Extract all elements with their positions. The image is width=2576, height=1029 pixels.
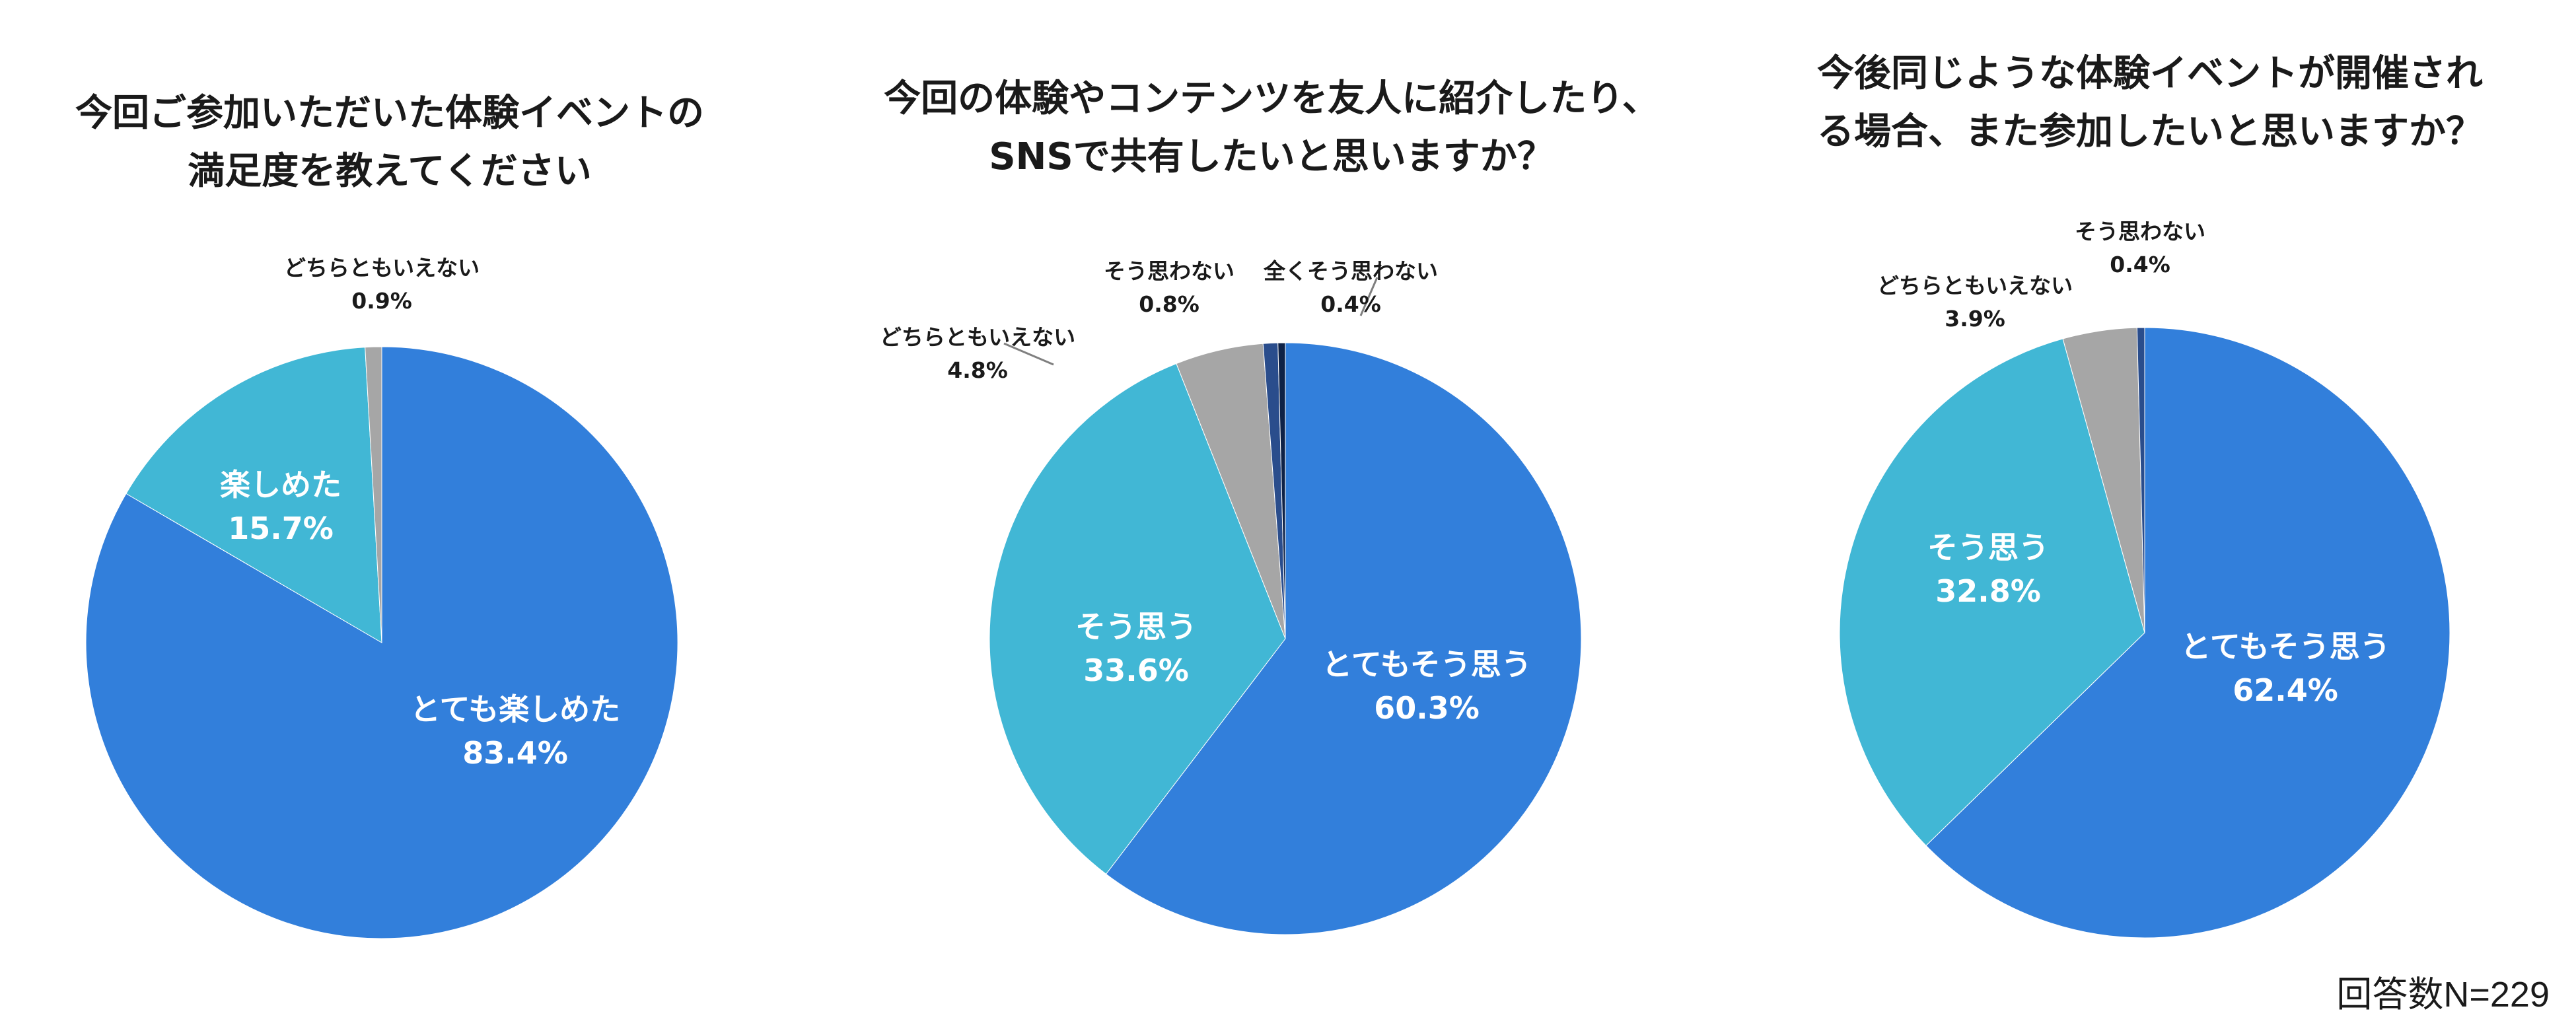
slice-value: 0.4% (2110, 252, 2170, 277)
chart-title-recommend: 今回の体験やコンテンツを友人に紹介したり、 SNSで共有したいと思いますか？ (884, 70, 1659, 186)
slice-label: そう思わない (2075, 219, 2205, 244)
pie-slice (125, 347, 382, 643)
pie-slice (2136, 327, 2145, 633)
chart-title-revisit: 今後同じような体験イベントが開催され る場合、また参加したいと思いますか？ (1817, 45, 2483, 161)
slice-value: 33.6% (1083, 653, 1189, 688)
leader-line (1359, 277, 1378, 316)
chart-title-line: 今後同じような体験イベントが開催され (1817, 52, 2483, 95)
pie-slice (1925, 327, 2451, 939)
chart-title-line: 今回の体験やコンテンツを友人に紹介したり、 (884, 77, 1659, 120)
pie-chart-0: とても楽しめた 83.4% 楽しめた 15.7% どちらともいえない 0.9% (85, 255, 678, 939)
slice-value: 83.4% (462, 735, 568, 771)
slice-value: 32.8% (1935, 573, 2041, 609)
slice-label: 楽しめた (220, 467, 341, 503)
slice-label: 全くそう思わない (1263, 258, 1438, 284)
chart-title-line: 満足度を教えてください (188, 150, 592, 193)
slice-value: 3.9% (1945, 306, 2005, 332)
slice-label: とてもそう思う (2180, 629, 2390, 664)
pie-slice (989, 363, 1286, 875)
slice-value: 0.4% (1320, 291, 1381, 317)
leader-line (1003, 342, 1054, 366)
pie-slice (1839, 338, 2145, 846)
slice-value: 0.9% (351, 288, 412, 314)
slice-label: そう思う (1075, 609, 1197, 645)
slice-label: そう思わない (1104, 258, 1234, 284)
chart-title-satisfaction: 今回ご参加いただいた体験イベントの 満足度を教えてください (75, 85, 704, 201)
chart-title-line: 今回ご参加いただいた体験イベントの (75, 92, 704, 135)
slice-label: どちらともいえない (284, 255, 480, 281)
slice-value: 4.8% (947, 357, 1008, 383)
slice-value: 0.8% (1139, 291, 1199, 317)
slice-value: 60.3% (1374, 690, 1480, 726)
slice-label: そう思う (1927, 530, 2049, 565)
slice-value: 62.4% (2233, 672, 2338, 708)
pie-slice (1105, 342, 1582, 935)
slice-label: とても楽しめた (410, 692, 620, 727)
slice-label: どちらともいえない (880, 324, 1075, 350)
slice-label: どちらともいえない (1877, 273, 2073, 299)
pie-chart-2: とてもそう思う 62.4% そう思う 32.8% どちらともいえない 3.9% そう思わない… (1839, 219, 2451, 939)
slice-label: とてもそう思う (1322, 647, 1531, 682)
chart-title-line: SNSで共有したいと思いますか？ (989, 135, 1554, 178)
chart-title-line: る場合、また参加したいと思いますか？ (1817, 110, 2483, 153)
pie-slice (365, 346, 382, 643)
slice-value: 15.7% (228, 511, 334, 546)
pie-chart-1: とてもそう思う 60.3% そう思う 33.6% どちらともいえない 4.8% そう思わない… (880, 258, 1582, 935)
response-count: 回答数N=229 (2336, 975, 2550, 1014)
pie-slice (1277, 342, 1286, 639)
